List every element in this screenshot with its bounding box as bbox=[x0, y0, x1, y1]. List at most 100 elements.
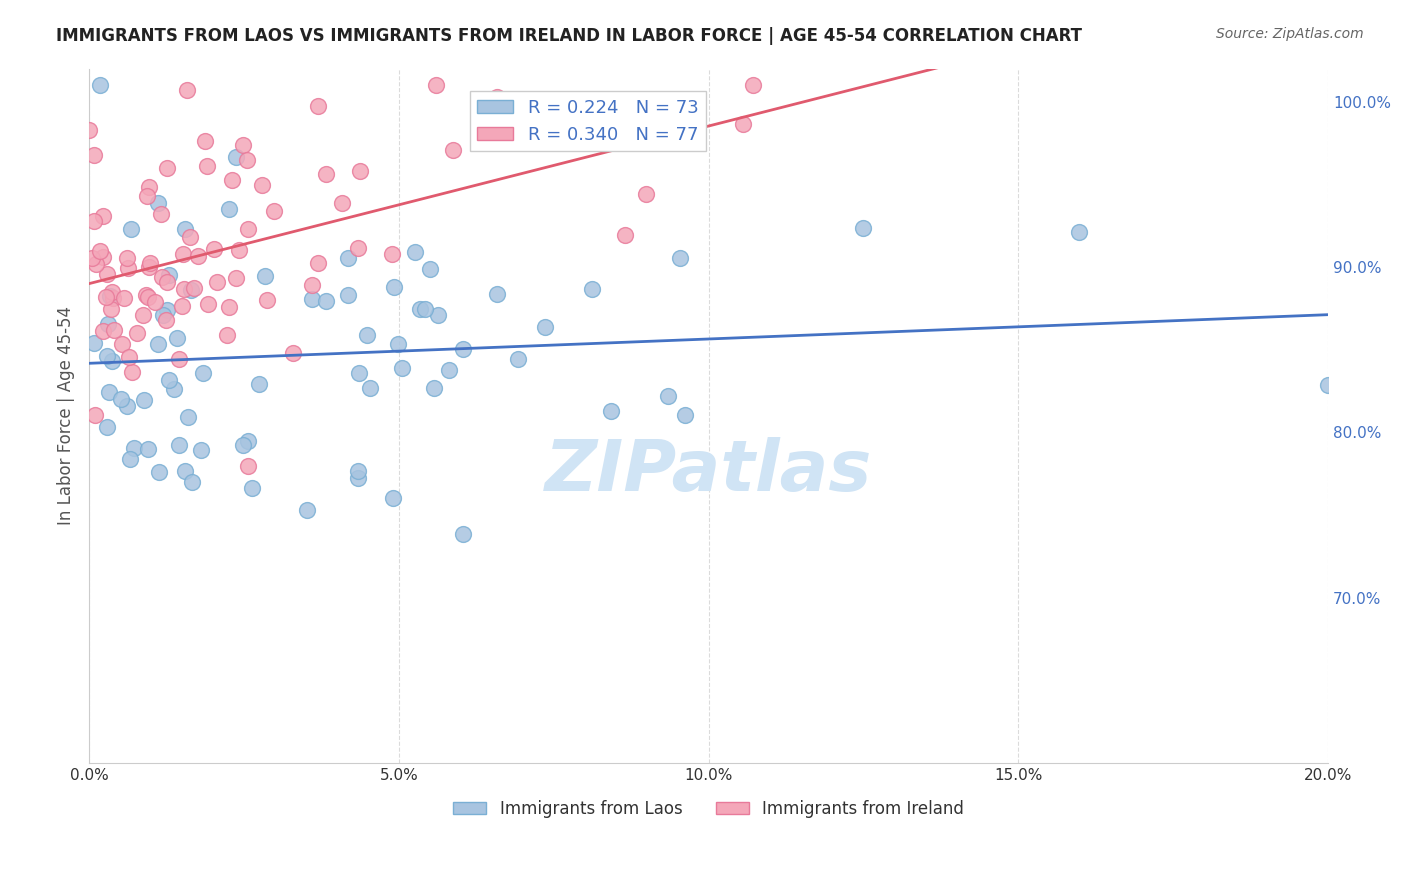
Point bbox=[100, 301, 122, 316]
Point bbox=[613, 227, 636, 242]
Point bbox=[600, 404, 623, 418]
Legend: Immigrants from Laos, Immigrants from Ireland: Immigrants from Laos, Immigrants from Ir… bbox=[446, 793, 972, 824]
Point bbox=[155, 275, 177, 289]
Point bbox=[120, 452, 142, 467]
Point bbox=[96, 267, 118, 281]
Point bbox=[179, 230, 201, 244]
Point bbox=[91, 250, 114, 264]
Point bbox=[349, 163, 371, 178]
Point bbox=[346, 464, 368, 478]
Point bbox=[247, 377, 270, 392]
Point bbox=[228, 243, 250, 257]
Point bbox=[437, 363, 460, 377]
Point bbox=[852, 220, 875, 235]
Point bbox=[215, 328, 238, 343]
Point bbox=[295, 503, 318, 517]
Point bbox=[193, 366, 215, 380]
Point bbox=[96, 349, 118, 363]
Point bbox=[138, 260, 160, 275]
Point bbox=[307, 256, 329, 270]
Point bbox=[134, 392, 156, 407]
Point bbox=[167, 351, 190, 366]
Point bbox=[83, 148, 105, 162]
Point bbox=[508, 352, 530, 367]
Point bbox=[218, 202, 240, 217]
Point bbox=[359, 381, 381, 395]
Point bbox=[256, 293, 278, 308]
Point bbox=[232, 438, 254, 452]
Point bbox=[117, 260, 139, 275]
Point bbox=[138, 179, 160, 194]
Point bbox=[136, 290, 159, 304]
Point bbox=[336, 251, 359, 265]
Text: IMMIGRANTS FROM LAOS VS IMMIGRANTS FROM IRELAND IN LABOR FORCE | AGE 45-54 CORRE: IMMIGRANTS FROM LAOS VS IMMIGRANTS FROM … bbox=[56, 27, 1083, 45]
Point bbox=[391, 361, 413, 376]
Point bbox=[115, 251, 138, 265]
Point bbox=[120, 222, 142, 236]
Point bbox=[148, 466, 170, 480]
Point bbox=[77, 122, 100, 136]
Point bbox=[97, 385, 120, 400]
Point bbox=[408, 301, 430, 316]
Point bbox=[167, 438, 190, 452]
Point bbox=[172, 246, 194, 260]
Text: ZIPatlas: ZIPatlas bbox=[546, 437, 872, 506]
Point bbox=[225, 150, 247, 164]
Point bbox=[118, 351, 141, 365]
Point bbox=[101, 291, 124, 305]
Point bbox=[152, 308, 174, 322]
Point bbox=[404, 244, 426, 259]
Point bbox=[252, 178, 274, 192]
Point bbox=[330, 195, 353, 210]
Point bbox=[225, 271, 247, 285]
Y-axis label: In Labor Force | Age 45-54: In Labor Force | Age 45-54 bbox=[58, 306, 75, 525]
Point bbox=[174, 464, 197, 478]
Point bbox=[221, 173, 243, 187]
Point bbox=[195, 159, 218, 173]
Text: Source: ZipAtlas.com: Source: ZipAtlas.com bbox=[1216, 27, 1364, 41]
Point bbox=[100, 354, 122, 368]
Point bbox=[181, 475, 204, 490]
Point bbox=[83, 214, 105, 228]
Point bbox=[441, 143, 464, 157]
Point bbox=[315, 293, 337, 308]
Point bbox=[486, 90, 509, 104]
Point bbox=[166, 331, 188, 345]
Point bbox=[96, 290, 118, 304]
Point bbox=[112, 291, 135, 305]
Point bbox=[347, 366, 370, 380]
Point bbox=[236, 434, 259, 448]
Point bbox=[82, 251, 104, 265]
Point bbox=[173, 282, 195, 296]
Point bbox=[100, 288, 122, 302]
Point bbox=[149, 207, 172, 221]
Point bbox=[382, 280, 405, 294]
Point bbox=[382, 491, 405, 505]
Point bbox=[235, 153, 257, 167]
Point bbox=[301, 277, 323, 292]
Point bbox=[111, 337, 134, 351]
Point bbox=[387, 336, 409, 351]
Point bbox=[148, 195, 170, 210]
Point bbox=[170, 299, 193, 313]
Point bbox=[83, 335, 105, 350]
Point bbox=[190, 442, 212, 457]
Point bbox=[156, 161, 179, 175]
Point bbox=[97, 317, 120, 331]
Point bbox=[194, 134, 217, 148]
Point bbox=[733, 117, 755, 131]
Point bbox=[96, 419, 118, 434]
Point bbox=[176, 83, 198, 97]
Point bbox=[150, 270, 173, 285]
Point bbox=[110, 392, 132, 406]
Point bbox=[155, 313, 177, 327]
Point bbox=[301, 292, 323, 306]
Point bbox=[347, 241, 370, 255]
Point bbox=[103, 324, 125, 338]
Point bbox=[413, 301, 436, 316]
Point bbox=[89, 244, 111, 259]
Point bbox=[136, 189, 159, 203]
Point bbox=[100, 285, 122, 300]
Point bbox=[1069, 225, 1091, 239]
Point bbox=[91, 324, 114, 338]
